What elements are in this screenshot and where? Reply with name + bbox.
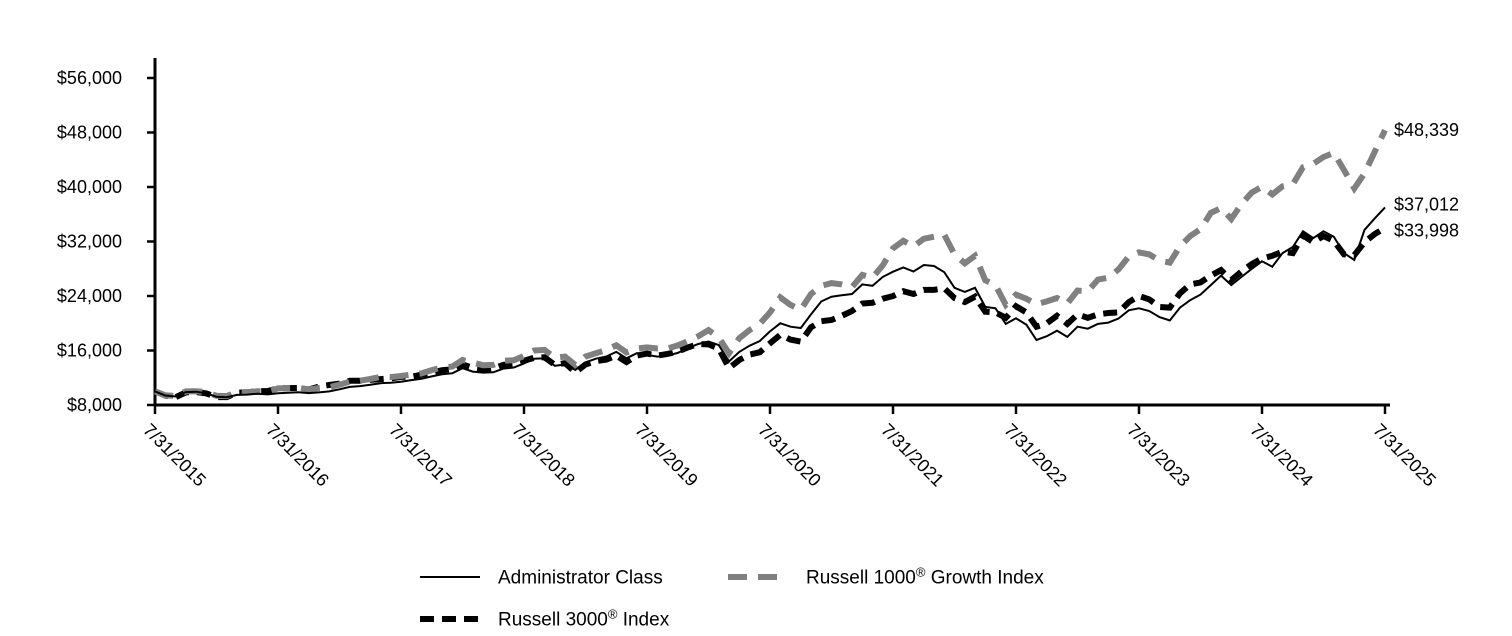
legend-label: Administrator Class	[498, 568, 663, 589]
y-tick-label: $24,000	[57, 286, 122, 306]
x-tick-label: 7/31/2021	[877, 420, 948, 491]
legend-label: Russell 3000® Index	[498, 607, 670, 631]
series-line-administrator-class	[154, 206, 1386, 399]
y-tick-label: $16,000	[57, 341, 122, 361]
legend-item-russell-1000-growth-index: Russell 1000® Growth Index	[728, 565, 1044, 589]
x-tick-label: 7/31/2023	[1123, 420, 1194, 491]
x-tick-label: 7/31/2015	[139, 420, 210, 491]
x-tick-label: 7/31/2018	[508, 420, 579, 491]
series-end-value-label: $33,998	[1394, 221, 1459, 241]
x-tick-label: 7/31/2017	[385, 420, 456, 491]
legend-item-russell-3000-index: Russell 3000® Index	[420, 607, 670, 631]
series-end-value-label: $37,012	[1394, 195, 1459, 215]
x-tick-label: 7/31/2022	[1000, 420, 1071, 491]
x-tick-label: 7/31/2020	[754, 420, 825, 491]
y-tick-label: $32,000	[57, 232, 122, 252]
y-tick-label: $8,000	[67, 395, 122, 415]
x-tick-label: 7/31/2025	[1369, 420, 1440, 491]
legend-label: Russell 1000® Growth Index	[806, 565, 1044, 589]
series-line-russell-1000-growth-index	[153, 128, 1388, 400]
series-end-value-label: $48,339	[1394, 120, 1459, 140]
x-tick-label: 7/31/2016	[262, 420, 333, 491]
y-tick-label: $40,000	[57, 177, 122, 197]
y-tick-label: $56,000	[57, 68, 122, 88]
x-tick-label: 7/31/2024	[1246, 420, 1317, 491]
x-tick-label: 7/31/2019	[631, 420, 702, 491]
y-tick-label: $48,000	[57, 123, 122, 143]
legend-item-administrator-class: Administrator Class	[420, 568, 663, 589]
